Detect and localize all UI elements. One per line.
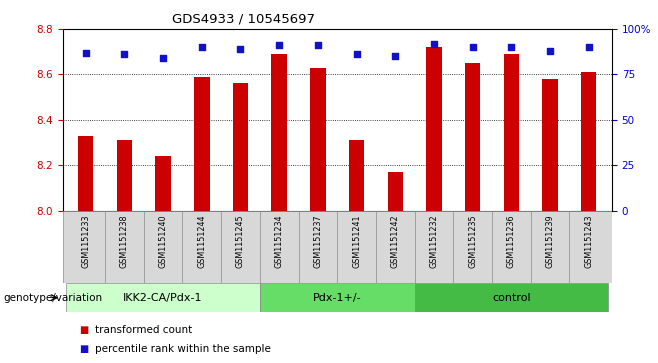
Text: GSM1151237: GSM1151237 bbox=[313, 214, 322, 268]
Text: GSM1151240: GSM1151240 bbox=[159, 214, 168, 268]
Text: GSM1151235: GSM1151235 bbox=[468, 214, 477, 268]
Bar bbox=[66, 283, 260, 312]
Bar bbox=[116, 140, 132, 211]
Text: percentile rank within the sample: percentile rank within the sample bbox=[95, 344, 271, 354]
Bar bbox=[503, 54, 519, 211]
Text: GSM1151238: GSM1151238 bbox=[120, 214, 129, 268]
Point bbox=[390, 53, 401, 59]
Bar bbox=[581, 72, 596, 211]
Text: GSM1151244: GSM1151244 bbox=[197, 214, 207, 268]
Bar bbox=[233, 83, 248, 211]
Bar bbox=[426, 47, 442, 211]
Text: control: control bbox=[492, 293, 530, 303]
Bar bbox=[388, 172, 403, 211]
Text: GSM1151234: GSM1151234 bbox=[274, 214, 284, 268]
Text: ■: ■ bbox=[79, 344, 88, 354]
Bar bbox=[310, 68, 326, 211]
Bar bbox=[465, 63, 480, 211]
Bar bbox=[155, 156, 171, 211]
Bar bbox=[415, 283, 608, 312]
Bar bbox=[349, 140, 365, 211]
Text: GSM1151239: GSM1151239 bbox=[545, 214, 555, 268]
Text: genotype/variation: genotype/variation bbox=[3, 293, 103, 303]
Text: ■: ■ bbox=[79, 325, 88, 335]
Text: GSM1151241: GSM1151241 bbox=[352, 214, 361, 268]
Point bbox=[119, 52, 130, 57]
Point bbox=[351, 52, 362, 57]
Point bbox=[467, 44, 478, 50]
Text: GSM1151232: GSM1151232 bbox=[430, 214, 438, 268]
Point bbox=[313, 42, 323, 48]
Text: GSM1151245: GSM1151245 bbox=[236, 214, 245, 268]
Bar bbox=[272, 54, 287, 211]
Bar bbox=[194, 77, 209, 211]
Point bbox=[584, 44, 594, 50]
Text: GSM1151242: GSM1151242 bbox=[391, 214, 400, 268]
Text: GDS4933 / 10545697: GDS4933 / 10545697 bbox=[172, 13, 315, 26]
Text: GSM1151243: GSM1151243 bbox=[584, 214, 594, 268]
Text: transformed count: transformed count bbox=[95, 325, 193, 335]
Point bbox=[235, 46, 245, 52]
Text: GSM1151236: GSM1151236 bbox=[507, 214, 516, 268]
Point bbox=[545, 48, 555, 54]
Text: IKK2-CA/Pdx-1: IKK2-CA/Pdx-1 bbox=[123, 293, 203, 303]
Point bbox=[429, 41, 440, 46]
Bar bbox=[260, 283, 415, 312]
Bar bbox=[542, 79, 558, 211]
Point bbox=[506, 44, 517, 50]
Point bbox=[197, 44, 207, 50]
Point bbox=[274, 42, 284, 48]
Text: GSM1151233: GSM1151233 bbox=[81, 214, 90, 268]
Point bbox=[158, 55, 168, 61]
Point bbox=[80, 50, 91, 56]
Text: Pdx-1+/-: Pdx-1+/- bbox=[313, 293, 361, 303]
Bar bbox=[78, 136, 93, 211]
